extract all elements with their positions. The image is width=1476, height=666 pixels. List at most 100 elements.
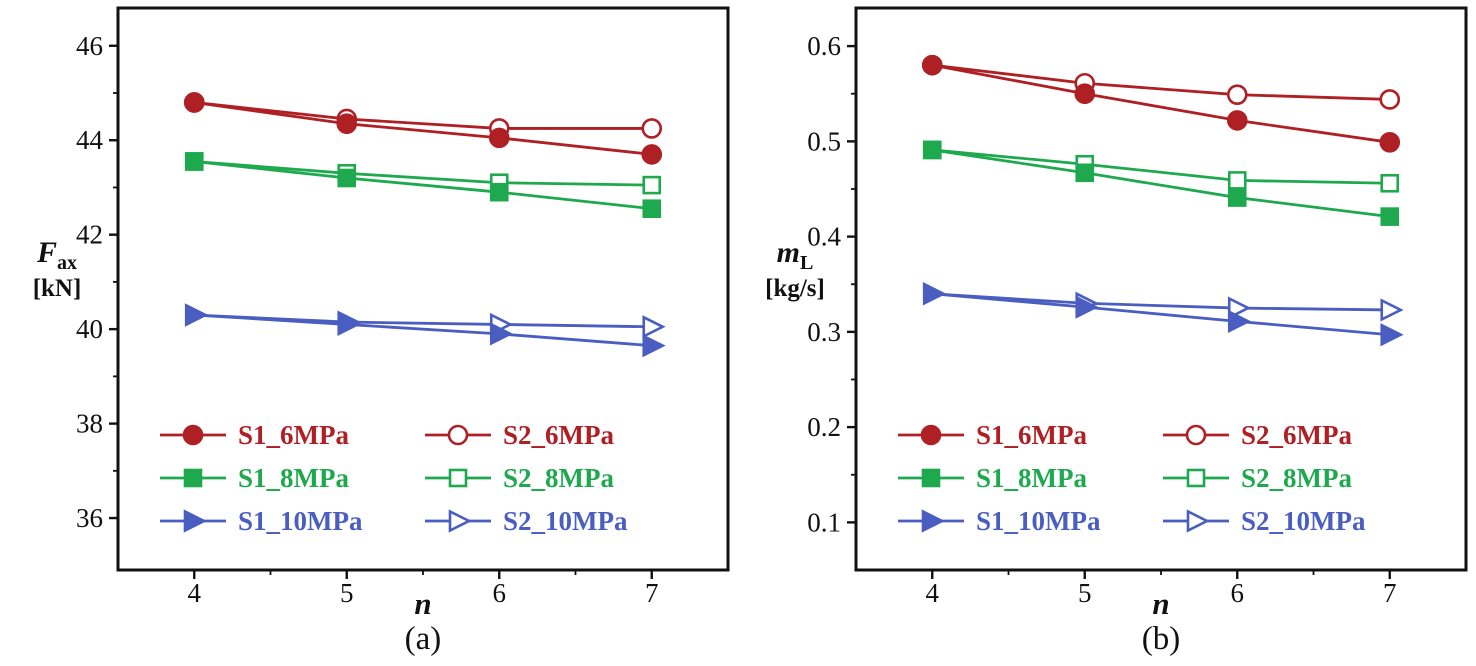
chart-a: 4 5 6 7 36 38 40 42 44 46 S1_6MPa S2_6MPa S1_8MPa S2_…	[0, 6, 730, 657]
series-S1_6MPa-marker	[1379, 132, 1401, 153]
series-S1_10MPa-marker	[1227, 309, 1252, 333]
legend-S1_6MPa-label: S1_6MPa	[238, 420, 349, 450]
chart-b-y-axis-symbol: mL	[776, 236, 814, 274]
series-S1_6MPa-marker	[1226, 110, 1248, 131]
series-S2_8MPa-marker	[642, 175, 662, 195]
chart-b-caption: (b)	[1141, 621, 1181, 657]
series-S2_10MPa-marker	[1227, 296, 1252, 320]
legend-S1_10MPa-marker	[183, 509, 207, 533]
y-tick-label: 0.6	[807, 31, 841, 61]
legend-S2_6MPa-label: S2_6MPa	[1241, 420, 1352, 450]
series-S1_8MPa-marker	[184, 152, 204, 171]
y-tick-label: 38	[76, 409, 103, 439]
series-S1_6MPa-line	[194, 101, 652, 156]
series-S1_8MPa-marker	[642, 199, 662, 219]
legend-S2_10MPa-marker	[448, 509, 472, 533]
legend-S2_6MPa-marker	[1185, 424, 1207, 446]
legend-S1_10MPa-label: S1_10MPa	[976, 506, 1101, 536]
series-S1_10MPa-marker	[642, 334, 666, 358]
legend-S1_6MPa-marker	[182, 424, 204, 446]
plot-frame	[854, 6, 1468, 572]
legend-S1_10MPa-label: S1_10MPa	[238, 506, 363, 536]
series-S1_6MPa-marker	[183, 92, 205, 113]
series-S1_8MPa-marker	[1380, 207, 1400, 226]
legend-S2_8MPa-marker	[1186, 468, 1206, 488]
x-tick-label: 4	[188, 578, 202, 608]
x-tick-label: 5	[340, 578, 354, 608]
chart-b-y-axis-unit: [kg/s]	[765, 275, 825, 302]
x-tick-label: 6	[1231, 578, 1245, 608]
series-S1_8MPa-marker	[1227, 188, 1247, 207]
series-S2_6MPa-marker	[641, 118, 663, 139]
series-S1_10MPa-marker	[1380, 323, 1404, 347]
series-S1_10MPa-marker	[489, 322, 514, 346]
y-tick-label: 40	[76, 314, 103, 344]
series-S1_6MPa-marker	[641, 144, 663, 165]
legend-S2_6MPa-label: S2_6MPa	[503, 420, 614, 450]
series-S2_8MPa-marker	[1227, 171, 1247, 190]
series-S2_8MPa-marker	[1380, 173, 1400, 193]
series-S1_6MPa-marker	[336, 113, 358, 135]
series-S1_8MPa-line	[932, 148, 1390, 218]
legend-S2_10MPa-marker	[1186, 509, 1210, 533]
y-tick-label: 36	[76, 503, 103, 533]
x-tick-label: 6	[493, 578, 507, 608]
legend-S2_10MPa-label: S2_10MPa	[1241, 506, 1366, 536]
legend-S2_8MPa-marker	[448, 468, 468, 488]
chart-b-plot: 4 5 6 7 0.1 0.2 0.3 0.4 0.5 0.6 S1_6MPa S2_6MPa S1_8…	[807, 6, 1468, 608]
y-tick-label: 44	[76, 125, 104, 155]
series-S1_6MPa-marker	[488, 127, 510, 149]
legend-S1_6MPa-label: S1_6MPa	[976, 420, 1087, 450]
series-S1_10MPa-marker	[1075, 295, 1099, 319]
series-S1_8MPa-marker	[922, 140, 942, 160]
legend-S1_8MPa-label: S1_8MPa	[976, 463, 1087, 493]
series-S1_10MPa-marker	[922, 282, 947, 306]
chart-a-y-axis-label: Fax [kN]	[0, 236, 114, 304]
chart-a-y-axis-unit: [kN]	[32, 275, 82, 302]
y-tick-label: 0.1	[807, 507, 841, 537]
chart-b: 4 5 6 7 0.1 0.2 0.3 0.4 0.5 0.6 S1_6MPa S2_6MPa S1_8…	[738, 0, 1476, 666]
series-S2_8MPa-line	[932, 148, 1390, 185]
legend-S1_10MPa-marker	[921, 509, 945, 533]
chart-b-y-axis-label: mL [kg/s]	[738, 236, 852, 304]
chart-a-plot: 4 5 6 7 36 38 40 42 44 46 S1_6MPa S2_6MPa S1_8MPa S2_…	[76, 6, 730, 608]
x-tick-label: 7	[1383, 578, 1397, 608]
legend-S1_6MPa-marker	[920, 424, 942, 446]
legend-S2_8MPa-label: S2_8MPa	[1241, 463, 1352, 493]
series-S1_10MPa-marker	[184, 303, 209, 327]
series-S2_10MPa-marker	[1380, 298, 1404, 322]
legend-S1_8MPa-marker	[921, 468, 941, 488]
series-S1_10MPa-line	[194, 313, 652, 348]
series-S1_6MPa-line	[931, 63, 1390, 144]
legend-S2_8MPa-label: S2_8MPa	[503, 463, 614, 493]
y-tick-label: 0.2	[807, 412, 841, 442]
series-S1_6MPa-marker	[1074, 83, 1096, 105]
legend-S2_10MPa-label: S2_10MPa	[503, 506, 628, 536]
series-S2_8MPa-line	[194, 160, 652, 187]
series-S2_10MPa-line	[194, 313, 652, 329]
series-S1_8MPa-line	[194, 160, 652, 211]
series-S1_8MPa-marker	[489, 182, 509, 202]
x-tick-label: 5	[1078, 578, 1092, 608]
y-tick-label: 46	[76, 31, 103, 61]
y-tick-label: 0.4	[807, 222, 841, 252]
legend-S2_6MPa-marker	[447, 424, 469, 446]
series-S2_10MPa-marker	[642, 315, 666, 339]
plot-frame	[116, 6, 730, 572]
chart-b-x-axis-label: n	[1152, 586, 1170, 621]
series-S2_6MPa-line	[932, 63, 1390, 101]
series-S1_8MPa-marker	[1075, 163, 1095, 183]
chart-a-y-axis-symbol: Fax	[36, 236, 77, 274]
chart-a-caption: (a)	[404, 621, 442, 657]
legend-S1_8MPa-marker	[183, 468, 203, 488]
series-S1_6MPa-marker	[921, 54, 943, 76]
y-tick-label: 0.5	[807, 126, 841, 156]
series-S1_8MPa-marker	[337, 168, 357, 188]
y-tick-label: 42	[76, 220, 103, 250]
x-tick-label: 7	[645, 578, 659, 608]
x-tick-label: 4	[926, 578, 940, 608]
series-S2_10MPa-line	[932, 292, 1390, 312]
series-S2_6MPa-line	[194, 101, 652, 130]
series-S1_10MPa-marker	[337, 312, 361, 337]
